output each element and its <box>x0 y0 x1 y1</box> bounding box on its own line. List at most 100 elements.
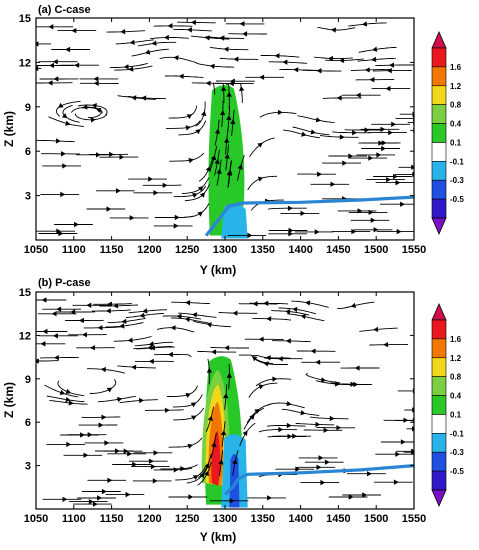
streamline-arrowhead <box>98 422 104 428</box>
x-tick-label: 1400 <box>288 513 312 525</box>
streamline <box>191 82 216 95</box>
streamline-arrowhead <box>257 176 264 182</box>
y-axis-label: Z (km) <box>2 382 16 418</box>
colorbar-segment <box>431 47 447 68</box>
streamline-arrowhead <box>218 459 224 465</box>
streamline-arrowhead <box>184 316 190 323</box>
streamline <box>97 395 136 403</box>
colorbar-tick-label: 1.6 <box>450 63 462 72</box>
streamline-arrowhead <box>258 336 264 342</box>
streamline-arrowhead <box>68 400 74 406</box>
streamline-arrowhead <box>329 415 335 422</box>
streamline <box>106 30 146 33</box>
colorbar-segment <box>431 376 447 396</box>
streamline-arrowhead <box>254 408 260 414</box>
streamline-arrowhead <box>148 341 154 347</box>
colorbar-tick-label: 0.4 <box>450 392 462 401</box>
colorbar-tick-label: -0.5 <box>450 195 464 204</box>
streamline <box>252 354 291 359</box>
streamline-arrowhead <box>131 95 137 101</box>
streamline <box>99 304 139 307</box>
streamline-arrowhead <box>173 467 179 473</box>
x-tick-label: 1500 <box>364 513 388 525</box>
streamline-arrowhead <box>224 345 230 351</box>
x-tick-label: 1150 <box>100 513 124 525</box>
streamline-arrowhead <box>223 137 230 143</box>
streamline-arrowhead <box>323 427 329 433</box>
streamline <box>184 183 211 202</box>
streamline-arrowhead <box>300 210 306 216</box>
streamline <box>322 97 362 99</box>
x-tick-label: 1150 <box>100 244 124 256</box>
streamline-arrowhead <box>265 355 271 361</box>
streamline-arrowhead <box>316 68 322 74</box>
streamline-arrowhead <box>257 142 263 148</box>
streamline-arrowhead <box>174 214 180 221</box>
streamline-arrowhead <box>232 310 238 316</box>
streamline-arrowhead <box>173 55 179 61</box>
colorbar-segment <box>431 104 447 124</box>
streamline-arrowhead <box>229 498 235 504</box>
streamline-arrowhead <box>201 110 207 117</box>
streamline <box>255 378 292 387</box>
x-axis-label: Y (km) <box>200 530 236 544</box>
streamline-arrowhead <box>83 452 89 458</box>
streamline-arrowhead <box>147 344 153 351</box>
updraft-shading <box>208 85 245 236</box>
streamline-arrowhead <box>153 450 159 456</box>
streamline-arrowhead <box>272 376 278 382</box>
colorbar-tick-label: 0.1 <box>450 138 462 147</box>
streamline-arrowhead <box>274 53 280 59</box>
streamline <box>248 382 278 398</box>
downdraft-shading <box>221 203 248 239</box>
streamline-arrowhead <box>368 155 374 161</box>
streamline-arrowhead <box>56 306 62 312</box>
streamline <box>154 215 194 218</box>
streamline-arrowhead <box>327 55 334 62</box>
streamline-arrowhead <box>121 318 127 324</box>
streamline <box>259 111 297 118</box>
streamline-arrowhead <box>41 297 47 303</box>
streamline-arrowhead <box>90 117 96 123</box>
streamline-arrowhead <box>286 400 292 407</box>
streamline <box>40 356 79 359</box>
x-tick-label: 1450 <box>326 244 350 256</box>
x-tick-label: 1250 <box>175 513 199 525</box>
streamline-arrowhead <box>107 301 113 307</box>
streamline-arrowhead <box>185 300 191 306</box>
y-tick-label: 9 <box>25 374 31 386</box>
streamline-arrowhead <box>88 499 94 505</box>
streamline <box>131 48 169 57</box>
streamline-arrowhead <box>247 232 253 239</box>
x-tick-label: 1200 <box>137 513 161 525</box>
streamline-arrowhead <box>120 28 126 35</box>
streamline <box>170 317 209 324</box>
streamline-arrowhead <box>310 348 316 354</box>
streamline <box>190 35 230 40</box>
streamline-arrowhead <box>132 461 138 468</box>
streamline-arrowhead <box>49 62 54 69</box>
streamline-arrowhead <box>288 231 294 237</box>
colorbar-segment <box>431 451 447 472</box>
panel-p-case: 1050 1100 1150 1200 1250 1300 1350 1400 1450 1500… <box>2 277 464 544</box>
streamline <box>162 315 201 320</box>
streamline-arrowhead <box>348 494 354 500</box>
streamline <box>177 21 216 24</box>
streamline-arrowhead <box>292 306 298 313</box>
x-tick-label: 1200 <box>137 244 161 256</box>
streamline-arrowhead <box>330 181 336 187</box>
streamline-arrowhead <box>127 337 133 343</box>
colorbar-tick-label: -0.3 <box>450 176 464 185</box>
streamline-arrowhead <box>361 21 368 27</box>
streamline-arrowhead <box>310 129 316 135</box>
streamline-arrowhead <box>351 228 357 235</box>
streamline <box>272 340 311 343</box>
streamline <box>305 372 340 383</box>
streamline <box>83 326 123 329</box>
streamline <box>150 37 189 40</box>
streamline-arrowhead <box>357 208 363 214</box>
streamline-arrowhead <box>285 338 291 344</box>
streamline-arrowhead <box>116 188 121 194</box>
streamline-arrowhead <box>47 80 53 86</box>
streamline <box>117 365 156 369</box>
